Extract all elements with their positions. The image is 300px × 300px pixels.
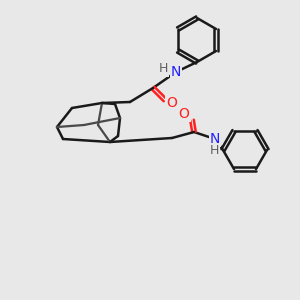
- Text: H: H: [158, 62, 168, 76]
- Text: H: H: [209, 145, 219, 158]
- Text: O: O: [167, 96, 177, 110]
- Text: N: N: [171, 65, 181, 79]
- Text: O: O: [178, 107, 189, 121]
- Text: N: N: [210, 132, 220, 146]
